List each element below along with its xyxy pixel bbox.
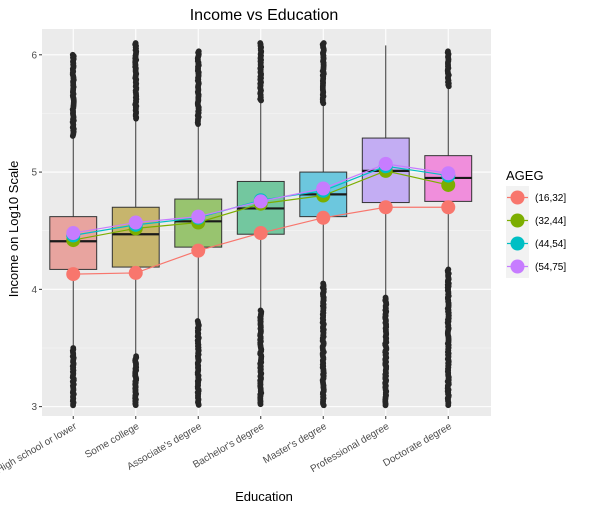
outlier-point [133,402,139,408]
x-tick-label: Bachelor's degree [191,421,266,471]
series-point [66,226,80,240]
legend-label: (44,54] [535,239,566,250]
y-axis-title: Income on Log10 Scale [6,161,21,298]
x-tick-label: Some college [83,421,141,461]
legend: AGEG (16,32] (32,44] (44,54] (54,75] [506,168,566,278]
outlier-point [195,121,201,127]
outlier-point [133,116,139,122]
y-tick-label: 4 [31,285,37,296]
y-tick-label: 5 [31,168,37,179]
legend-label: (54,75] [535,262,566,273]
y-tick-label: 3 [31,402,37,413]
x-tick-label: Doctorate degree [381,421,454,469]
legend-label: (32,44] [535,216,566,227]
outlier-point [196,402,202,408]
outlier-point [320,100,326,106]
series-point [379,157,393,171]
outlier-point [383,402,389,408]
legend-label: (16,32] [535,193,566,204]
legend-title: AGEG [506,168,544,183]
legend-key-point [511,191,525,205]
legend-key-point [511,260,525,274]
outlier-point [321,402,327,408]
legend-key-point [511,214,525,228]
x-axis-title: Education [235,489,293,504]
series-point [66,267,80,281]
series-point [254,194,268,208]
outlier-point [445,402,451,408]
series-point [129,266,143,280]
series-point [129,216,143,230]
outlier-point [258,401,264,407]
series-point [441,200,455,214]
x-tick-label: High school or lower [0,421,79,476]
outlier-column [382,295,389,409]
series-point [441,166,455,180]
y-tick-label: 6 [31,50,37,61]
legend-item: (16,32] [506,186,566,209]
series-point [379,200,393,214]
outlier-point [258,98,264,104]
series-point [316,211,330,225]
series-point [191,244,205,258]
legend-item: (54,75] [506,255,566,278]
chart-title: Income vs Education [190,7,339,24]
legend-key-point [511,237,525,251]
series-point [254,226,268,240]
series-point [316,181,330,195]
legend-item: (32,44] [506,209,566,232]
series-point [191,210,205,224]
outlier-point [70,133,76,139]
outlier-point [70,402,76,408]
outlier-point [446,83,452,89]
legend-item: (44,54] [506,232,566,255]
